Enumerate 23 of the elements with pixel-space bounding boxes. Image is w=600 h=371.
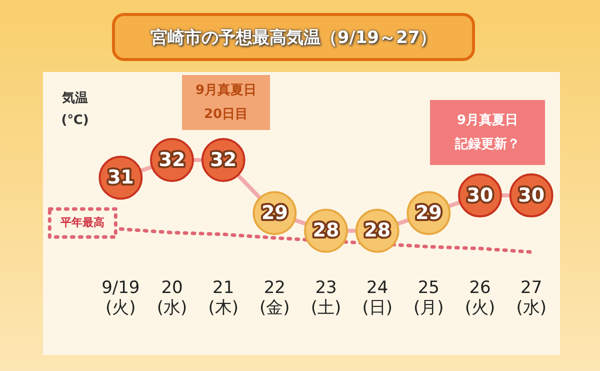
series-label: 平年最高 — [60, 216, 105, 229]
x-tick-label: 23 (土) — [310, 278, 342, 318]
x-tick-label: 22 (金) — [260, 278, 290, 318]
data-label: 31 — [107, 166, 134, 189]
data-label: 29 — [415, 202, 442, 224]
data-label: 28 — [364, 220, 391, 242]
chart-title: 宮崎市の予想最高気温（9/19～27） — [112, 13, 475, 61]
x-tick-label: 21 (木) — [208, 278, 238, 318]
x-tick-label: 24 (日) — [362, 278, 392, 318]
data-label: 28 — [312, 220, 340, 242]
data-label: 30 — [466, 184, 494, 206]
data-label: 29 — [261, 202, 288, 224]
data-label: 32 — [210, 148, 237, 171]
y-axis-title: 気温 (℃) — [60, 90, 90, 130]
text: 9月真夏日記録更新？ — [454, 112, 521, 154]
x-tick-label: 9/19 (火) — [102, 278, 140, 318]
x-tick-label: 20 (水) — [156, 278, 188, 318]
x-tick-label: 25 (月) — [414, 278, 444, 318]
x-tick-label: 27 (水) — [516, 278, 546, 318]
data-label: 32 — [158, 148, 186, 171]
x-tick-label: 26 (火) — [464, 278, 496, 318]
text: 9月真夏日20日目 — [194, 82, 258, 124]
data-label: 30 — [518, 184, 545, 206]
